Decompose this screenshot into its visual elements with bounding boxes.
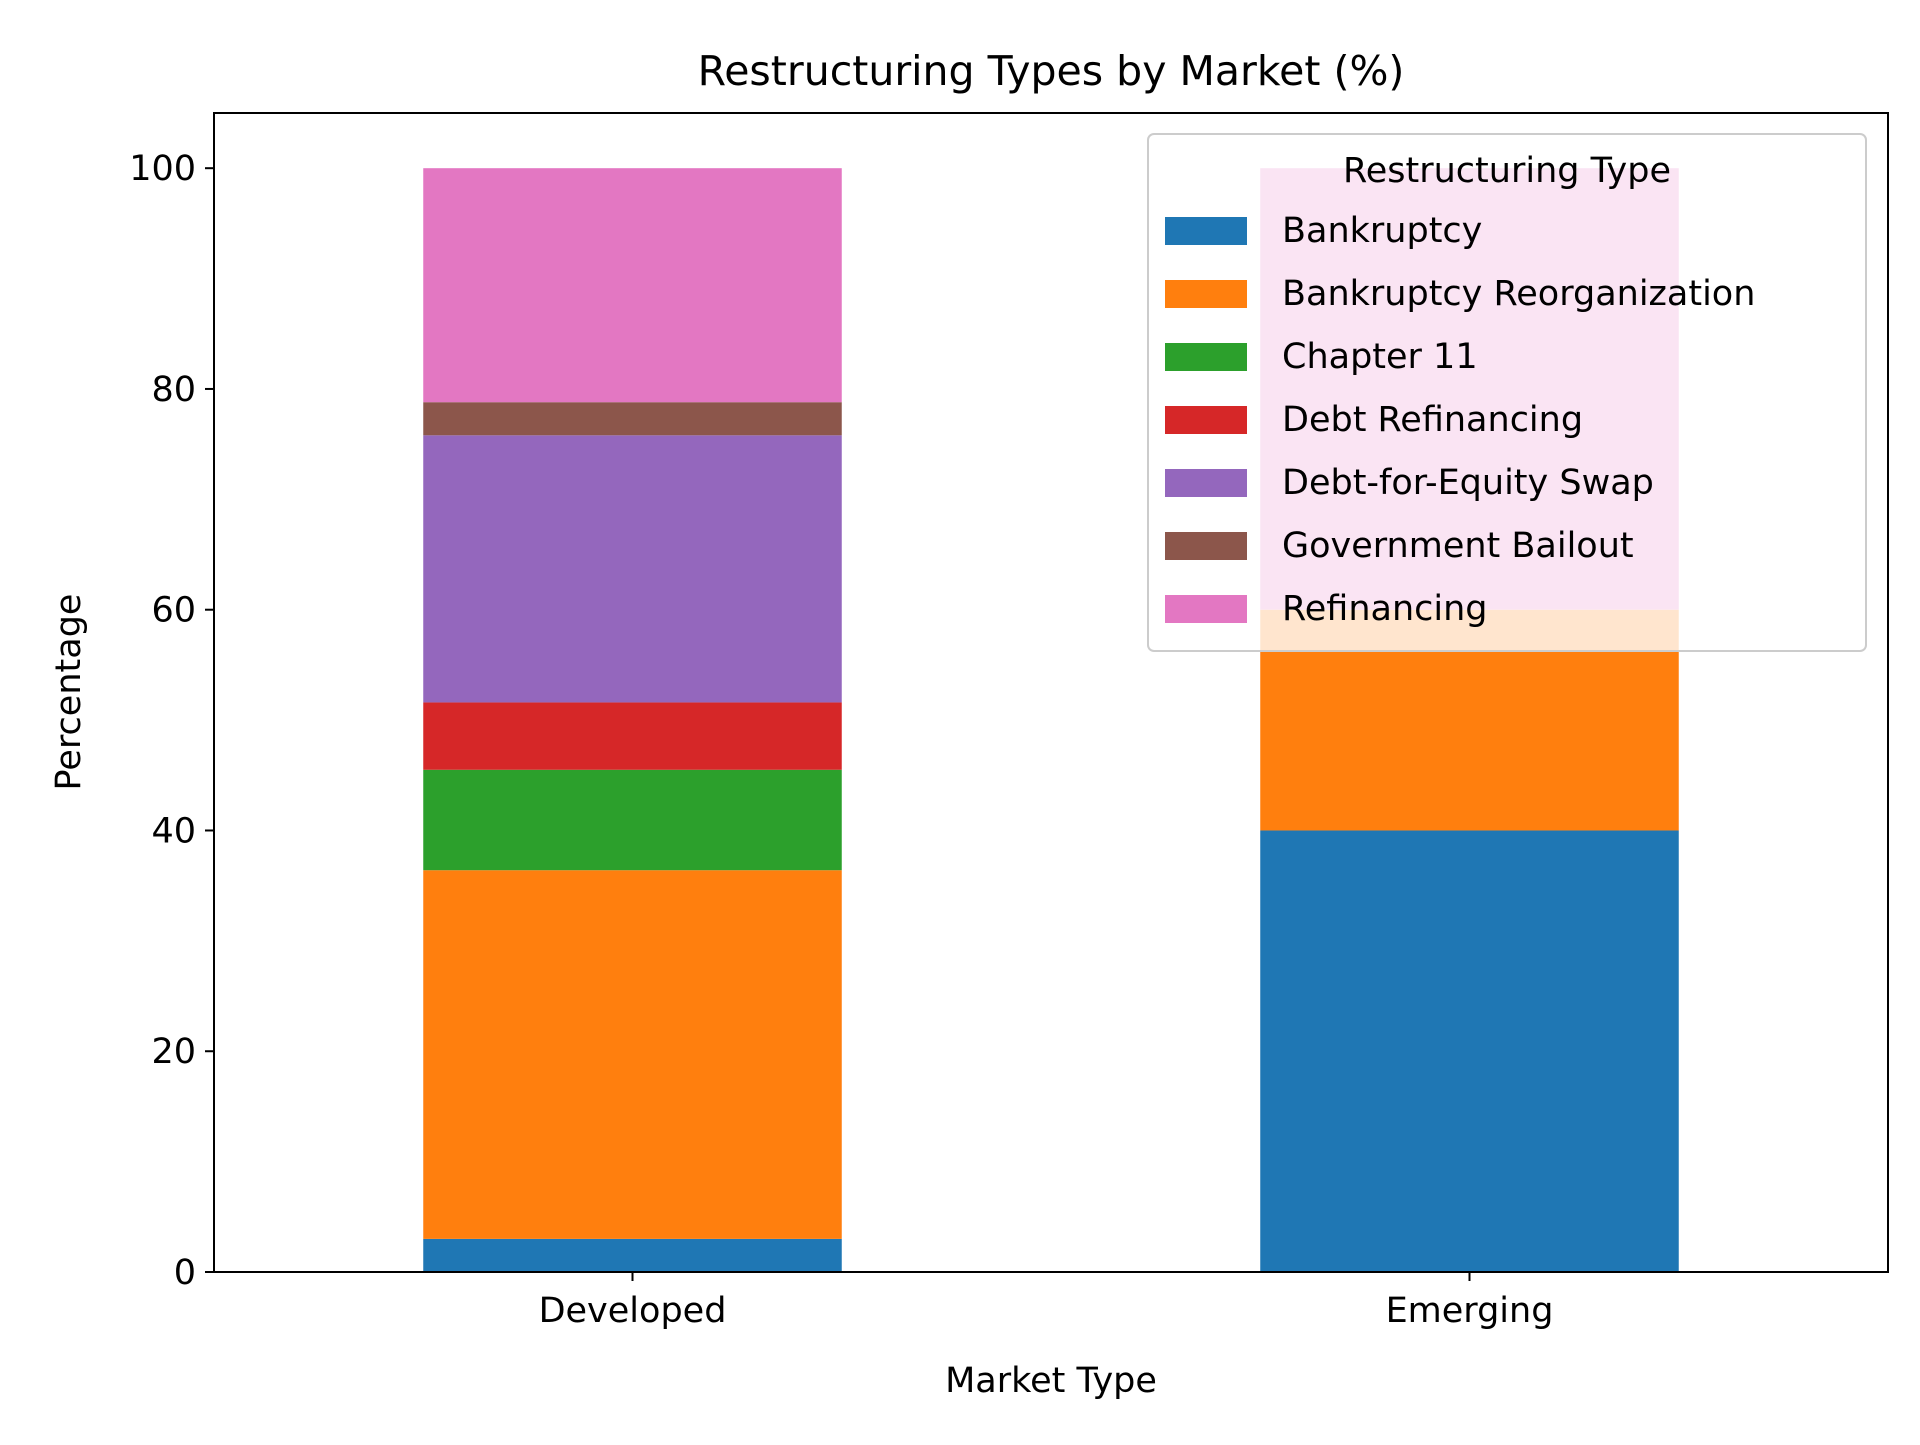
legend-label-5: Government Bailout xyxy=(1282,526,1634,566)
legend-items: Bankruptcy Bankruptcy Reorganization Chapt… xyxy=(1165,211,1755,629)
legend-label-4: Debt-for-Equity Swap xyxy=(1282,463,1654,503)
legend-title: Restructuring Type xyxy=(1343,151,1671,191)
chart-title: Restructuring Types by Market (%) xyxy=(698,47,1405,95)
bar-0-1 xyxy=(423,870,842,1239)
legend-swatch-4 xyxy=(1165,469,1247,497)
y-axis-ticks: 0 20 40 60 80 100 xyxy=(129,149,214,1293)
legend-swatch-5 xyxy=(1165,532,1247,560)
x-axis-ticks: Developed Emerging xyxy=(539,1272,1554,1331)
x-tick-label-1: Emerging xyxy=(1386,1291,1554,1331)
legend-frame xyxy=(1147,133,1867,652)
y-axis-label: Percentage xyxy=(49,594,89,791)
bar-0-2 xyxy=(423,769,842,871)
legend-label-3: Debt Refinancing xyxy=(1282,400,1583,440)
legend-swatch-3 xyxy=(1165,406,1247,434)
bar-0-3 xyxy=(423,702,842,770)
bar-0-6 xyxy=(423,168,842,403)
legend-label-1: Bankruptcy Reorganization xyxy=(1282,274,1755,314)
x-tick-label-0: Developed xyxy=(539,1291,727,1331)
y-tick-label-3: 60 xyxy=(151,591,196,631)
legend-label-0: Bankruptcy xyxy=(1282,211,1482,251)
y-tick-label-1: 20 xyxy=(151,1032,196,1072)
y-tick-label-2: 40 xyxy=(151,811,196,851)
legend-swatch-0 xyxy=(1165,217,1247,245)
legend-swatch-2 xyxy=(1165,343,1247,371)
bar-0-5 xyxy=(423,402,842,436)
legend-swatch-1 xyxy=(1165,280,1247,308)
legend-label-2: Chapter 11 xyxy=(1282,337,1478,377)
plot-frame xyxy=(213,112,1889,1273)
legend-swatch-6 xyxy=(1165,595,1247,623)
y-tick-label-5: 100 xyxy=(129,149,196,189)
x-axis-label: Market Type xyxy=(945,1361,1157,1401)
bar-0-4 xyxy=(423,435,842,703)
y-tick-label-0: 0 xyxy=(174,1253,196,1293)
bar-0-0 xyxy=(423,1238,842,1272)
y-tick-label-4: 80 xyxy=(151,370,196,410)
legend-label-6: Refinancing xyxy=(1282,589,1488,629)
legend: Restructuring Type Bankruptcy Bankruptcy … xyxy=(1147,133,1867,652)
bar-1-0 xyxy=(1260,830,1679,1272)
